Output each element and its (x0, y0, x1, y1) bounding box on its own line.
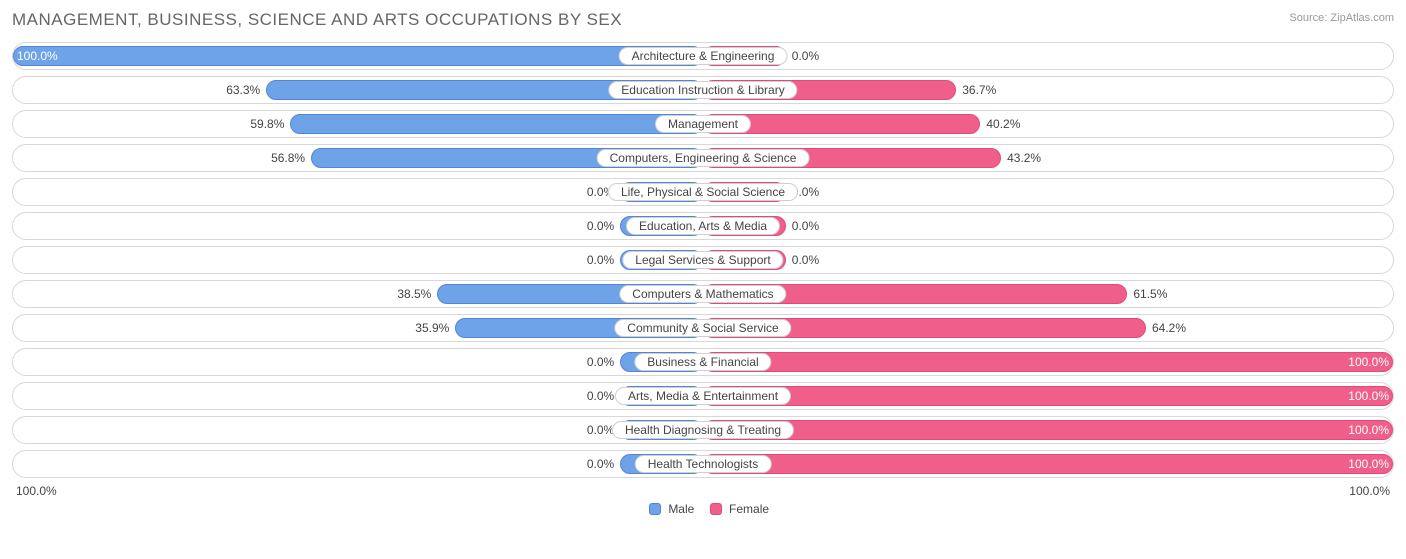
male-pct-label: 38.5% (397, 281, 437, 307)
diverging-bar-chart: 100.0%0.0%Architecture & Engineering63.3… (12, 42, 1394, 478)
chart-row: 63.3% 36.7% Education Instruction & Librar… (12, 76, 1394, 104)
chart-source: Source: ZipAtlas.com (1289, 10, 1394, 24)
category-label: Health Technologists (635, 455, 772, 473)
female-pct-label: 0.0% (786, 213, 819, 239)
female-pct-label: 100.0% (1342, 451, 1389, 477)
chart-row: 59.8% 40.2% Management (12, 110, 1394, 138)
female-pct-label: 40.2% (980, 111, 1020, 137)
male-pct-label: 63.3% (226, 77, 266, 103)
axis-right-label: 100.0% (1349, 484, 1390, 498)
female-bar (703, 454, 1393, 474)
source-name: ZipAtlas.com (1330, 12, 1394, 24)
chart-row: 100.0% 0.0%Architecture & Engineering (12, 42, 1394, 70)
male-pct-label: 56.8% (271, 145, 311, 171)
female-pct-label: 100.0% (1342, 417, 1389, 443)
source-label: Source: (1289, 12, 1327, 24)
male-bar (13, 46, 703, 66)
chart-header: MANAGEMENT, BUSINESS, SCIENCE AND ARTS O… (12, 10, 1394, 30)
chart-row: 0.0% 100.0% Health Technologists (12, 450, 1394, 478)
category-label: Life, Physical & Social Science (608, 183, 798, 201)
female-pct-label: 0.0% (786, 43, 819, 69)
female-bar (703, 386, 1393, 406)
female-pct-label: 43.2% (1001, 145, 1041, 171)
female-swatch-icon (710, 503, 722, 515)
chart-row: 38.5% 61.5% Computers & Mathematics (12, 280, 1394, 308)
male-pct-label: 0.0% (587, 247, 620, 273)
chart-row: 0.0%100.0%Health Diagnosing & Treating (12, 416, 1394, 444)
male-pct-label: 35.9% (415, 315, 455, 341)
chart-row: 0.0% 0.0% Education, Arts & Media (12, 212, 1394, 240)
category-label: Architecture & Engineering (619, 47, 788, 65)
category-label: Education Instruction & Library (608, 81, 797, 99)
male-pct-label: 100.0% (17, 43, 64, 69)
male-pct-label: 0.0% (587, 451, 620, 477)
legend: Male Female (12, 502, 1394, 516)
chart-row: 0.0% 100.0% Business & Financial (12, 348, 1394, 376)
female-pct-label: 100.0% (1342, 349, 1389, 375)
category-label: Legal Services & Support (622, 251, 783, 269)
category-label: Computers, Engineering & Science (597, 149, 810, 167)
female-pct-label: 64.2% (1146, 315, 1186, 341)
female-bar (703, 352, 1393, 372)
female-pct-label: 0.0% (786, 247, 819, 273)
category-label: Education, Arts & Media (626, 217, 780, 235)
female-pct-label: 36.7% (956, 77, 996, 103)
male-swatch-icon (649, 503, 661, 515)
category-label: Health Diagnosing & Treating (612, 421, 794, 439)
male-pct-label: 0.0% (587, 349, 620, 375)
legend-male-label: Male (668, 502, 694, 516)
female-pct-label: 61.5% (1127, 281, 1167, 307)
male-bar (290, 114, 703, 134)
category-label: Computers & Mathematics (619, 285, 786, 303)
chart-row: 56.8% 43.2% Computers, Engineering & Scien… (12, 144, 1394, 172)
axis-left-label: 100.0% (16, 484, 57, 498)
chart-row: 35.9% 64.2% Community & Social Service (12, 314, 1394, 342)
chart-row: 0.0% 0.0%Legal Services & Support (12, 246, 1394, 274)
female-pct-label: 100.0% (1342, 383, 1389, 409)
category-label: Arts, Media & Entertainment (615, 387, 791, 405)
category-label: Community & Social Service (614, 319, 791, 337)
chart-row: 0.0%100.0%Arts, Media & Entertainment (12, 382, 1394, 410)
category-label: Business & Financial (634, 353, 771, 371)
chart-row: 0.0%0.0%Life, Physical & Social Science (12, 178, 1394, 206)
male-pct-label: 59.8% (250, 111, 290, 137)
chart-title: MANAGEMENT, BUSINESS, SCIENCE AND ARTS O… (12, 10, 622, 30)
female-bar (703, 420, 1393, 440)
x-axis: 100.0% 100.0% (12, 484, 1394, 498)
male-pct-label: 0.0% (587, 213, 620, 239)
legend-female-label: Female (729, 502, 769, 516)
category-label: Management (655, 115, 751, 133)
